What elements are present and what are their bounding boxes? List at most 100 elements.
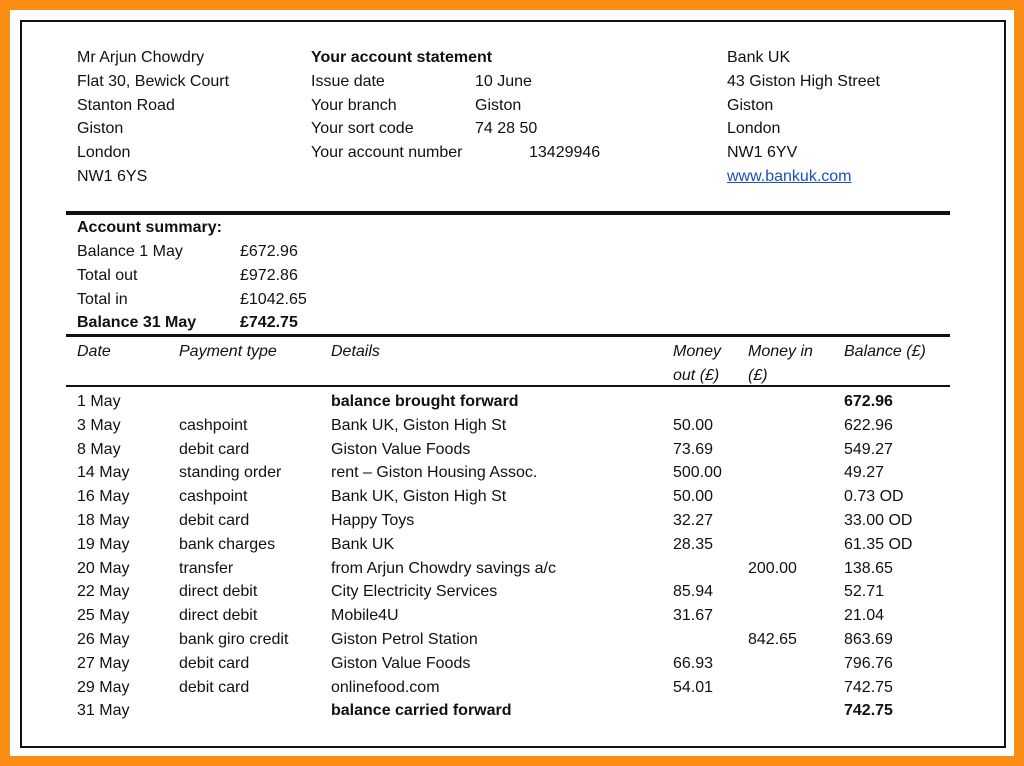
cell-details: Mobile4U (331, 607, 399, 625)
cell-payment-type: cashpoint (179, 488, 248, 506)
cell-details: City Electricity Services (331, 583, 498, 601)
header-details: Details (331, 343, 380, 360)
page-background (10, 10, 1014, 756)
cell-details: from Arjun Chowdry savings a/c (331, 559, 556, 577)
cell-money-in: 200.00 (748, 559, 797, 577)
cell-payment-type: direct debit (179, 583, 258, 601)
cell-balance: 796.76 (844, 654, 893, 672)
cell-money-out: 54.01 (673, 678, 714, 696)
cell-date: 19 May (77, 535, 130, 553)
bank-address-line: 43 Giston High Street (727, 73, 880, 90)
cell-details: balance carried forward (331, 702, 512, 720)
cell-money-out: 32.27 (673, 512, 714, 529)
header-money-out-unit: out (£) (673, 367, 720, 384)
branch-label: Your branch (311, 97, 397, 114)
cell-payment-type: debit card (179, 678, 250, 696)
cell-details: Happy Toys (331, 512, 415, 529)
customer-address-line: Giston (77, 120, 124, 137)
divider (66, 385, 950, 387)
cell-date: 27 May (77, 654, 130, 672)
bank-address-line: Giston (727, 97, 774, 114)
cell-date: 29 May (77, 678, 130, 696)
customer-address-line: Flat 30, Bewick Court (77, 73, 230, 90)
cell-date: 16 May (77, 488, 130, 506)
customer-address-line: London (77, 144, 131, 161)
customer-address-line: Stanton Road (77, 97, 175, 114)
cell-payment-type: direct debit (179, 607, 258, 625)
account-number-value: 13429946 (529, 144, 601, 161)
sort-code-label: Your sort code (311, 120, 414, 137)
cell-details: rent – Giston Housing Assoc. (331, 464, 538, 482)
cell-date: 31 May (77, 702, 130, 720)
cell-date: 8 May (77, 440, 121, 458)
cell-money-out: 31.67 (673, 607, 714, 625)
cell-details: Giston Petrol Station (331, 631, 478, 648)
summary-label: Balance 31 May (77, 314, 197, 331)
cell-balance: 549.27 (844, 440, 893, 458)
cell-date: 26 May (77, 631, 130, 648)
cell-balance: 52.71 (844, 583, 885, 601)
branch-value: Giston (475, 97, 522, 114)
cell-balance: 61.35 OD (844, 535, 913, 553)
summary-value: £672.96 (240, 243, 298, 260)
summary-value: £742.75 (240, 314, 298, 331)
header-payment-type: Payment type (179, 343, 277, 360)
header-balance: Balance (£) (844, 343, 926, 360)
cell-money-out: 50.00 (673, 488, 714, 506)
divider (66, 211, 950, 215)
bank-name: Bank UK (727, 49, 791, 66)
header-date: Date (77, 343, 111, 360)
cell-money-in: 842.65 (748, 631, 797, 648)
cell-balance: 21.04 (844, 607, 885, 625)
cell-money-out: 28.35 (673, 535, 714, 553)
divider (66, 334, 950, 337)
cell-payment-type: bank giro credit (179, 631, 289, 648)
bank-address-line: London (727, 120, 781, 137)
cell-details: onlinefood.com (331, 678, 440, 696)
cell-money-out: 50.00 (673, 416, 714, 434)
cell-money-out: 500.00 (673, 464, 722, 482)
cell-date: 1 May (77, 393, 121, 410)
cell-money-out: 66.93 (673, 654, 714, 672)
cell-balance: 742.75 (844, 678, 893, 696)
cell-details: Bank UK, Giston High St (331, 488, 507, 506)
cell-balance: 49.27 (844, 464, 885, 482)
cell-date: 3 May (77, 416, 121, 434)
summary-value: £1042.65 (240, 291, 307, 308)
cell-balance: 742.75 (844, 702, 893, 720)
issue-date-label: Issue date (311, 73, 385, 90)
cell-details: Giston Value Foods (331, 440, 471, 458)
cell-payment-type: debit card (179, 654, 250, 672)
sort-code-value: 74 28 50 (475, 120, 538, 137)
cell-balance: 622.96 (844, 416, 893, 434)
summary-value: £972.86 (240, 267, 298, 284)
cell-date: 22 May (77, 583, 130, 601)
cell-payment-type: debit card (179, 440, 250, 458)
bank-postcode: NW1 6YV (727, 144, 798, 161)
cell-details: Giston Value Foods (331, 654, 471, 672)
cell-balance: 672.96 (844, 393, 893, 410)
cell-money-out: 85.94 (673, 583, 714, 601)
cell-balance: 138.65 (844, 559, 893, 577)
header-money-in: Money in (748, 343, 813, 360)
cell-payment-type: cashpoint (179, 416, 248, 434)
cell-balance: 33.00 OD (844, 512, 913, 529)
bank-website-link[interactable]: www.bankuk.com (727, 168, 852, 185)
issue-date-value: 10 June (475, 73, 532, 90)
customer-postcode: NW1 6YS (77, 168, 148, 185)
cell-details: Bank UK, Giston High St (331, 416, 507, 434)
summary-label: Total out (77, 267, 138, 284)
cell-payment-type: transfer (179, 559, 234, 577)
cell-balance: 0.73 OD (844, 488, 904, 506)
statement-title: Your account statement (311, 49, 493, 66)
header-money-out: Money (673, 343, 722, 360)
statement-border (20, 20, 1006, 748)
customer-name: Mr Arjun Chowdry (77, 49, 205, 66)
cell-date: 25 May (77, 607, 130, 625)
cell-details: Bank UK (331, 535, 395, 553)
cell-money-out: 73.69 (673, 440, 714, 458)
summary-title: Account summary: (77, 219, 222, 236)
header-money-in-unit: (£) (748, 367, 768, 384)
cell-balance: 863.69 (844, 631, 893, 648)
cell-details: balance brought forward (331, 393, 519, 410)
